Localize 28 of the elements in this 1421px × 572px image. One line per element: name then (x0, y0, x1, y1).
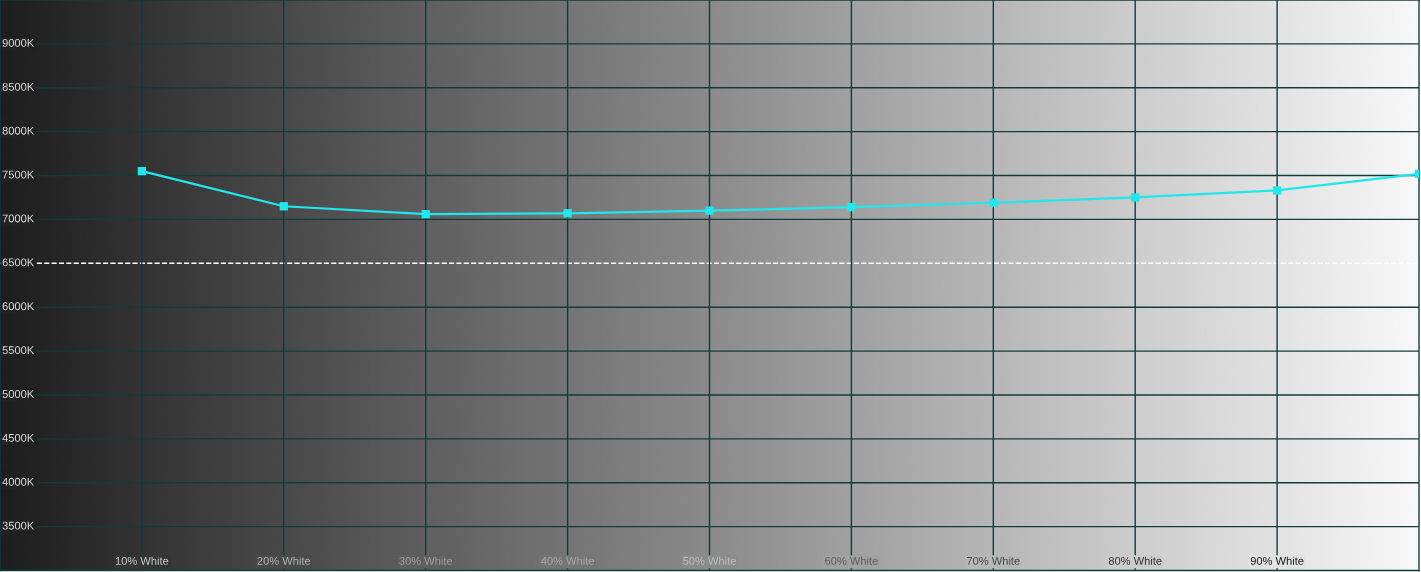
x-tick-label: 60% White (825, 556, 878, 565)
y-tick-label: 8000K (2, 126, 35, 135)
y-tick-label: 3500K (2, 521, 35, 530)
point (1131, 193, 1140, 202)
x-tick-label: 20% White (257, 556, 311, 565)
x-tick-label: 30% White (399, 556, 453, 565)
x-tick-label: 10% White (115, 556, 169, 565)
y-tick-label: 6500K (2, 258, 35, 267)
point (279, 202, 288, 211)
x-tick-label: 90% White (1250, 556, 1304, 565)
point (421, 209, 430, 219)
y-tick-label: 8500K (2, 82, 35, 91)
point (137, 166, 147, 176)
y-tick-label: 7000K (2, 214, 35, 223)
y-tick-label: 7500K (2, 170, 35, 179)
point (1272, 186, 1282, 195)
y-tick-label: 4000K (2, 477, 35, 486)
y-tick-label: 5000K (2, 390, 35, 398)
point (847, 202, 856, 212)
y-tick-label: 4500K (2, 433, 35, 442)
y-tick-label: 6000K (2, 302, 35, 311)
y-tick-label: 5500K (2, 346, 35, 355)
x-tick-label: 70% White (967, 556, 1020, 565)
point (563, 209, 572, 218)
point (705, 206, 714, 215)
point (989, 198, 998, 207)
x-tick-label: 80% White (1108, 556, 1162, 565)
y-tick-label: 9000K (2, 39, 35, 47)
